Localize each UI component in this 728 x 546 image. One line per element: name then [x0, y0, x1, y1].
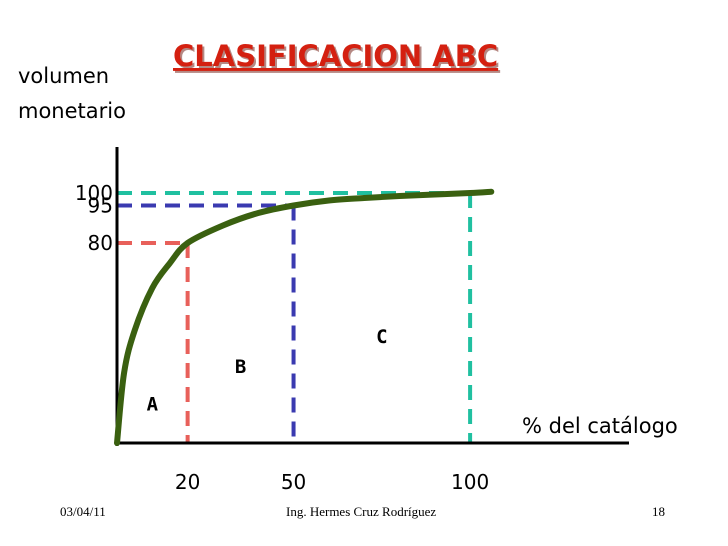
x-ticks: 20 50 100	[175, 470, 489, 494]
axes	[115, 147, 629, 446]
y-tick-label-3: 80	[88, 231, 113, 255]
chart-title: CLASIFICACION ABC	[173, 39, 498, 73]
footer-date: 03/04/11	[60, 504, 106, 519]
zone-label-c: C	[376, 326, 387, 348]
x-tick-label-1: 20	[175, 470, 200, 494]
chart-title-shadow: CLASIFICACION ABC	[175, 41, 500, 75]
reference-lines	[117, 191, 473, 443]
footer-page: 18	[652, 504, 665, 519]
abc-curve	[114, 188, 495, 446]
zone-labels: A B C	[147, 326, 388, 416]
curve-group	[114, 188, 495, 446]
footer-author: Ing. Hermes Cruz Rodríguez	[286, 504, 436, 519]
y-axis-label-line-1: volumen	[18, 64, 109, 88]
x-tick-label-3: 100	[451, 470, 489, 494]
y-axis-label-line-2: monetario	[18, 99, 126, 123]
x-axis-label: % del catálogo	[522, 414, 678, 438]
y-tick-label-2: 95	[88, 194, 113, 218]
zone-label-b: B	[235, 356, 246, 378]
x-tick-label-2: 50	[281, 470, 306, 494]
y-tick-label-1: 100	[75, 181, 113, 205]
zone-label-a: A	[147, 394, 159, 416]
